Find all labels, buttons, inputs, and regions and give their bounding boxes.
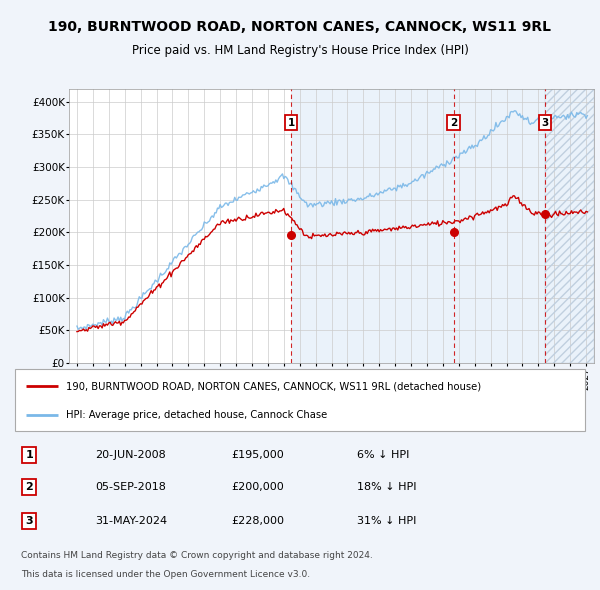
Text: HPI: Average price, detached house, Cannock Chase: HPI: Average price, detached house, Cann… <box>66 410 328 420</box>
FancyBboxPatch shape <box>15 369 585 431</box>
Text: Price paid vs. HM Land Registry's House Price Index (HPI): Price paid vs. HM Land Registry's House … <box>131 44 469 57</box>
Text: £200,000: £200,000 <box>232 482 284 491</box>
Text: 6% ↓ HPI: 6% ↓ HPI <box>357 450 409 460</box>
Text: 31% ↓ HPI: 31% ↓ HPI <box>357 516 416 526</box>
Text: 190, BURNTWOOD ROAD, NORTON CANES, CANNOCK, WS11 9RL: 190, BURNTWOOD ROAD, NORTON CANES, CANNO… <box>49 19 551 34</box>
Text: £195,000: £195,000 <box>232 450 284 460</box>
Text: 3: 3 <box>25 516 33 526</box>
Bar <box>545 88 594 363</box>
Text: 2: 2 <box>25 482 33 491</box>
Text: 1: 1 <box>25 450 33 460</box>
Text: 20-JUN-2008: 20-JUN-2008 <box>95 450 166 460</box>
Text: 05-SEP-2018: 05-SEP-2018 <box>95 482 166 491</box>
Text: This data is licensed under the Open Government Licence v3.0.: This data is licensed under the Open Gov… <box>20 570 310 579</box>
Text: 2: 2 <box>450 118 457 128</box>
Text: 18% ↓ HPI: 18% ↓ HPI <box>357 482 416 491</box>
Text: £228,000: £228,000 <box>232 516 284 526</box>
Bar <box>291 88 594 363</box>
Text: Contains HM Land Registry data © Crown copyright and database right 2024.: Contains HM Land Registry data © Crown c… <box>20 550 373 560</box>
Text: 3: 3 <box>541 118 548 128</box>
Text: 190, BURNTWOOD ROAD, NORTON CANES, CANNOCK, WS11 9RL (detached house): 190, BURNTWOOD ROAD, NORTON CANES, CANNO… <box>66 381 481 391</box>
Text: 31-MAY-2024: 31-MAY-2024 <box>95 516 167 526</box>
Text: 1: 1 <box>287 118 295 128</box>
